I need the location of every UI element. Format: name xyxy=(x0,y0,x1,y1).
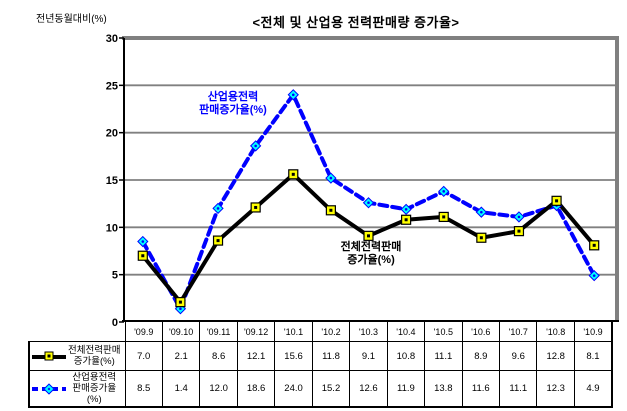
marker-square-dot xyxy=(216,239,220,243)
table-cell: 9.6 xyxy=(499,341,538,371)
y-axis-tick-labels: 0 5 10 15 20 25 30 xyxy=(106,33,118,329)
legend-key-industrial-line-icon xyxy=(32,382,66,395)
marker-diamond-dot xyxy=(141,240,145,243)
y-tick-label: 25 xyxy=(106,80,118,92)
marker-square-dot xyxy=(404,218,408,222)
table-cell: 24.0 xyxy=(274,370,313,408)
table-cell: 18.6 xyxy=(236,370,276,408)
table-cell: 12.1 xyxy=(236,341,276,371)
table-cell: 13.8 xyxy=(424,370,463,408)
y-tick-label: 20 xyxy=(106,128,118,140)
table-col-header: '10.7 xyxy=(499,320,538,342)
marker-square-dot xyxy=(555,199,559,203)
plot-area: 0 5 10 15 20 25 30 xyxy=(106,33,619,329)
legend-key-total-line-icon xyxy=(32,351,66,362)
table-cell: 11.1 xyxy=(424,341,463,371)
annotation-industrial-series: 산업용전력 판매증가율(%) xyxy=(199,91,267,116)
marker-diamond-dot xyxy=(480,210,483,214)
table-cell: 8.1 xyxy=(573,341,613,371)
y-tick-label: 30 xyxy=(106,33,118,45)
table-col-header: '10.1 xyxy=(274,320,313,342)
table-cell: 12.6 xyxy=(349,370,388,408)
marker-square-dot xyxy=(517,229,521,233)
table-row-label: 전체전력판매 증가율(%) xyxy=(28,341,126,371)
marker-square-dot xyxy=(254,205,258,209)
gridlines xyxy=(124,84,617,276)
table-col-header: '10.6 xyxy=(461,320,501,342)
table-col-header: '09.12 xyxy=(236,320,276,342)
table-cell: 1.4 xyxy=(161,370,201,408)
marker-diamond-dot xyxy=(517,215,521,219)
data-table: '09.9'09.10'09.11'09.12'10.1'10.2'10.3'1… xyxy=(28,320,613,408)
table-col-header: '10.9 xyxy=(573,320,613,342)
table-cell: 8.6 xyxy=(199,341,238,371)
marker-square-dot xyxy=(291,172,295,176)
table-col-header: '09.11 xyxy=(199,320,238,342)
annotation-total-series: 전체전력판매 증가율(%) xyxy=(340,241,402,266)
table-row-label-text: 전체전력판매 증가율(%) xyxy=(68,345,121,367)
marker-diamond-dot xyxy=(442,190,446,193)
data-series xyxy=(137,89,600,315)
table-cell: 4.9 xyxy=(573,370,613,408)
table-corner-cell xyxy=(29,321,125,342)
table-row-label: 산업용전력 판매증가율(%) xyxy=(28,370,126,408)
table-col-header: '10.5 xyxy=(424,320,463,342)
table-col-header: '10.4 xyxy=(386,320,426,342)
y-tick-label: 10 xyxy=(106,222,118,234)
table-cell: 11.9 xyxy=(386,370,426,408)
table-cell: 8.9 xyxy=(461,341,501,371)
table-cell: 11.1 xyxy=(499,370,538,408)
table-cell: 15.6 xyxy=(274,341,313,371)
table-row-label-text: 산업용전력 판매증가율(%) xyxy=(72,372,117,405)
marker-diamond-dot xyxy=(404,208,408,211)
marker-diamond-dot xyxy=(329,176,333,180)
marker-diamond-dot xyxy=(367,201,370,205)
table-col-header: '09.10 xyxy=(161,320,201,342)
table-cell: 8.5 xyxy=(124,370,163,408)
marker-diamond-dot xyxy=(179,307,182,311)
table-cell: 12.8 xyxy=(536,341,575,371)
table-cell: 2.1 xyxy=(161,341,201,371)
table-cell: 11.8 xyxy=(311,341,351,371)
table-row: 산업용전력 판매증가율(%) 8.5 1.4 12.0 18.6 24.0 15.2 12.6… xyxy=(28,370,613,408)
marker-square-dot xyxy=(329,208,333,212)
table-cell: 9.1 xyxy=(349,341,388,371)
table-cell: 10.8 xyxy=(386,341,426,371)
marker-diamond-dot xyxy=(216,207,220,210)
table-col-header: '10.2 xyxy=(311,320,351,342)
table-col-header: '10.8 xyxy=(536,320,575,342)
table-row: 전체전력판매 증가율(%) 7.0 2.1 8.6 12.1 15.6 11.8 9.1 10.… xyxy=(28,341,613,371)
y-axis-unit-label: 전년동월대비(%) xyxy=(36,14,107,25)
table-col-header: '09.9 xyxy=(124,320,163,342)
table-cell: 15.2 xyxy=(311,370,351,408)
y-tick-label: 5 xyxy=(112,270,118,282)
marker-diamond-dot xyxy=(291,93,295,97)
chart-title: <전체 및 산업용 전력판매량 증가율> xyxy=(252,15,460,30)
y-axis-ticks xyxy=(119,37,124,323)
y-tick-label: 15 xyxy=(106,175,118,187)
table-col-header: '10.3 xyxy=(349,320,388,342)
marker-square-dot xyxy=(178,300,182,304)
table-cell: 12.3 xyxy=(536,370,575,408)
marker-square-dot xyxy=(367,234,370,238)
y-tick-label: 0 xyxy=(112,317,118,329)
marker-square-dot xyxy=(442,215,446,219)
marker-diamond-dot xyxy=(592,274,596,277)
marker-diamond-dot xyxy=(254,144,257,148)
marker-square-dot xyxy=(592,243,596,247)
marker-square-dot xyxy=(141,254,145,258)
table-cell: 11.6 xyxy=(461,370,501,408)
table-cell: 7.0 xyxy=(124,341,163,371)
table-cell: 12.0 xyxy=(199,370,238,408)
marker-square-dot xyxy=(479,236,483,240)
